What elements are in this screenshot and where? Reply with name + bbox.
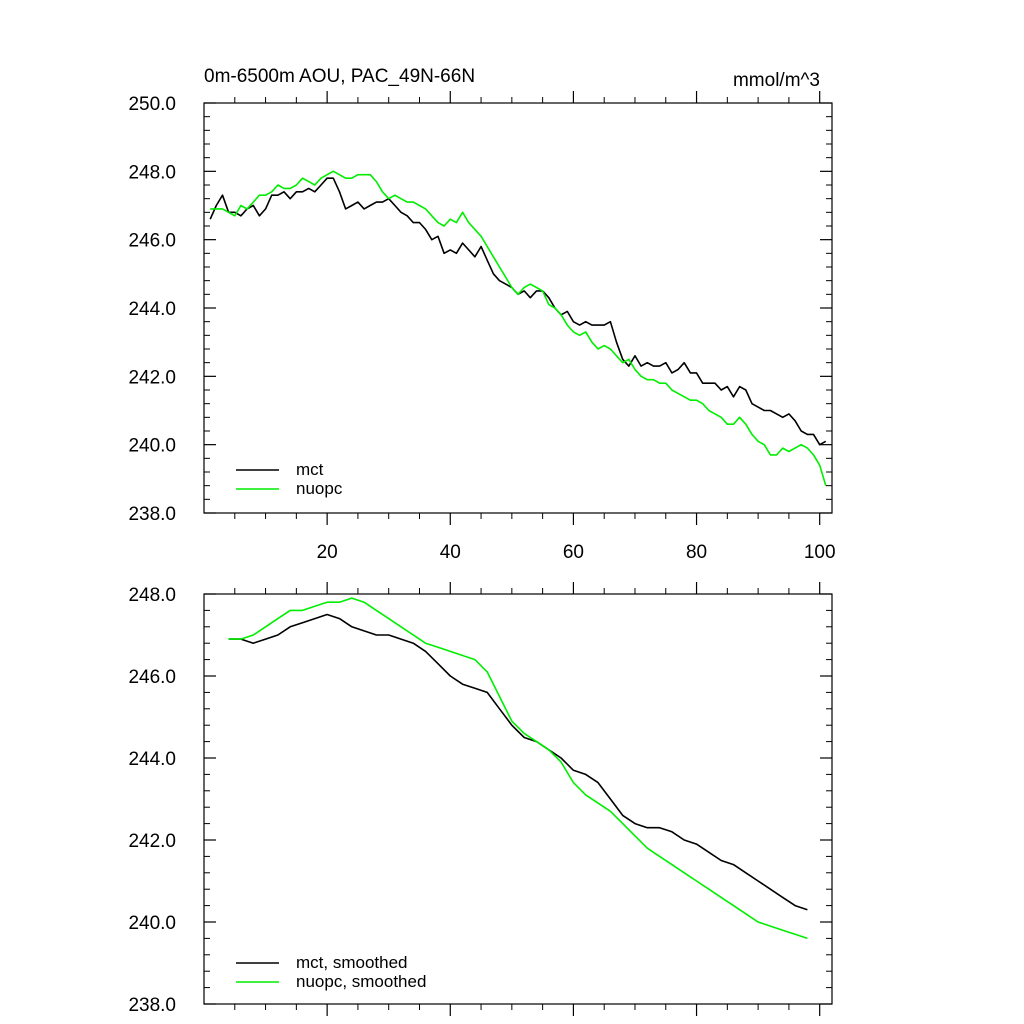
chart-title: 0m-6500m AOU, PAC_49N-66N: [204, 66, 475, 87]
y-tick-label: 244.0: [128, 299, 176, 320]
plot-lines: [228, 597, 808, 940]
legend-label: nuopc: [296, 479, 343, 498]
plot-frame: [203, 593, 833, 1005]
x-tick-label: 40: [440, 542, 461, 563]
chart-units: mmol/m^3: [733, 70, 820, 91]
y-tick-label: 246.0: [128, 231, 176, 252]
series-line-nuopc: [228, 597, 808, 940]
y-tick-label: 242.0: [128, 831, 176, 852]
legend-label: nuopc, smoothed: [296, 972, 426, 991]
axes: 238.0 240.0 242.0 244.0 246.0 248.0 250.0 20 40 6…: [128, 91, 836, 563]
top-panel: 0m-6500m AOU, PAC_49N-66N mmol/m^3 238.0…: [128, 66, 835, 563]
y-tick-label: 238.0: [128, 995, 176, 1016]
x-tick-label: 20: [317, 542, 338, 563]
y-tick-label: 248.0: [128, 585, 176, 606]
plot-frame: [203, 102, 833, 514]
y-tick-label: 240.0: [128, 436, 176, 457]
legend-label: mct, smoothed: [296, 953, 408, 972]
legend-label: mct: [296, 460, 324, 479]
x-tick-label: 80: [686, 542, 707, 563]
x-tick-label: 60: [563, 542, 584, 563]
axes: 238.0 240.0 242.0 244.0 246.0 248.0: [128, 582, 833, 1016]
y-tick-label: 248.0: [128, 162, 176, 183]
y-tick-label: 242.0: [128, 367, 176, 388]
bottom-panel: 238.0 240.0 242.0 244.0 246.0 248.0 mct, smoo…: [128, 582, 833, 1016]
x-tick-label: 100: [804, 542, 836, 563]
y-tick-label: 238.0: [128, 504, 176, 525]
series-line-nuopc: [210, 170, 827, 486]
y-tick-label: 246.0: [128, 667, 176, 688]
series-line-mct: [228, 613, 808, 911]
y-tick-label: 244.0: [128, 749, 176, 770]
y-tick-label: 240.0: [128, 913, 176, 934]
y-tick-label: 250.0: [128, 94, 176, 115]
plot-lines: [209, 170, 827, 486]
series-line-mct: [209, 177, 827, 446]
